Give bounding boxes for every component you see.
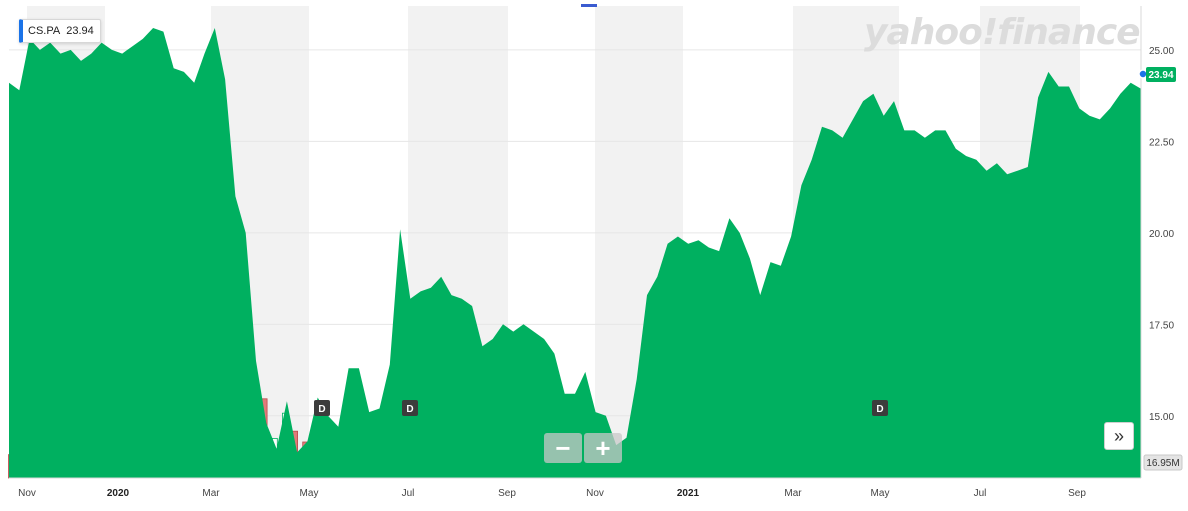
ticker-value: 23.94 xyxy=(66,25,94,37)
dividend-marker-bg xyxy=(872,400,888,416)
x-tick-label: 2021 xyxy=(677,488,700,499)
zoom-controls: − + xyxy=(544,433,622,463)
y-tick-label: 25.00 xyxy=(1149,46,1174,57)
x-tick-label: May xyxy=(300,488,319,499)
x-tick-label: Mar xyxy=(202,488,220,499)
dividend-marker-label: D xyxy=(406,404,413,415)
volume-badge-bg xyxy=(1143,454,1183,471)
y-tick-label: 17.50 xyxy=(1149,320,1174,331)
x-axis-ticks: Nov 2020 Mar May Jul Sep Nov 2021 Mar May Jul Sep xyxy=(18,488,1086,499)
dividend-marker[interactable]: D xyxy=(872,400,888,416)
last-price-text: 23.94 xyxy=(1148,70,1173,81)
zoom-in-button[interactable]: + xyxy=(584,433,622,463)
x-tick-label: Jul xyxy=(402,488,415,499)
y-axis-ticks: 25.00 22.50 20.00 17.50 15.00 xyxy=(1149,46,1174,423)
yahoo-finance-logo: yahoo!finance xyxy=(864,12,1141,53)
range-marker[interactable] xyxy=(581,4,597,7)
volume-badge-text: 16.95M xyxy=(1146,458,1179,469)
expand-chart-button[interactable]: » xyxy=(1104,422,1134,450)
ticker-symbol: CS.PA xyxy=(28,25,61,37)
last-price-dot xyxy=(1138,69,1148,79)
dividend-marker-label: D xyxy=(876,404,883,415)
y-tick-label: 15.00 xyxy=(1149,412,1174,423)
zoom-out-button[interactable]: − xyxy=(544,433,582,463)
ticker-legend[interactable]: CS.PA 23.94 xyxy=(19,19,101,43)
y-tick-label: 22.50 xyxy=(1149,137,1174,148)
y-tick-label: 20.00 xyxy=(1149,229,1174,240)
dividend-marker[interactable]: D xyxy=(314,400,330,416)
dividend-marker[interactable]: D xyxy=(402,400,418,416)
volume-badge: 16.95M xyxy=(1143,454,1183,471)
last-price-badge-bg xyxy=(1146,67,1176,82)
x-tick-label: Nov xyxy=(586,488,604,499)
dividend-marker-bg xyxy=(402,400,418,416)
x-tick-label: Mar xyxy=(784,488,802,499)
dividend-marker-label: D xyxy=(318,404,325,415)
x-tick-label: Sep xyxy=(498,488,516,499)
x-tick-label: Sep xyxy=(1068,488,1086,499)
dividend-marker-bg xyxy=(314,400,330,416)
x-tick-label: 2020 xyxy=(107,488,130,499)
last-price-badge: 23.94 xyxy=(1138,67,1176,82)
x-tick-label: Nov xyxy=(18,488,36,499)
x-tick-label: Jul xyxy=(974,488,987,499)
x-tick-label: May xyxy=(871,488,890,499)
price-area xyxy=(9,28,1141,478)
